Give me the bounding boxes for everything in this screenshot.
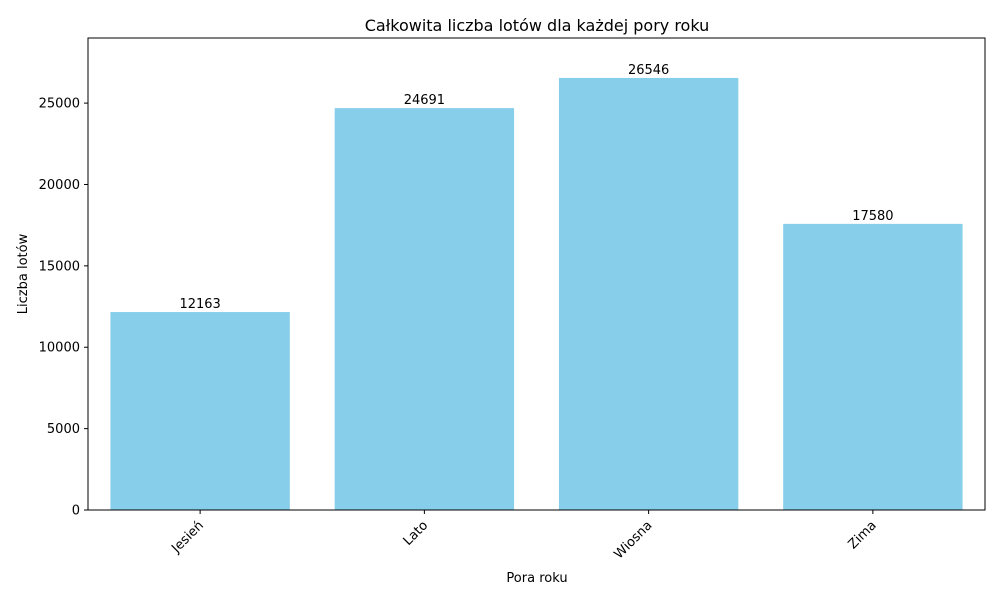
bar <box>334 108 515 510</box>
bar <box>558 77 739 510</box>
bar-value-label: 17580 <box>852 209 893 224</box>
bar <box>783 223 963 510</box>
y-tick-label: 20000 <box>39 178 80 193</box>
bar-value-label: 24691 <box>404 93 445 108</box>
y-tick-label: 5000 <box>47 422 80 437</box>
x-tick-label: Lato <box>401 518 432 549</box>
x-axis-label: Pora roku <box>506 571 567 586</box>
plot-frame <box>87 37 986 511</box>
y-axis-label: Liczba lotów <box>16 233 31 314</box>
plot-area: 12163 24691 26546 17580 0 5000 10000 15000 20000… <box>39 37 986 562</box>
bar <box>110 312 290 510</box>
y-tick-label: 15000 <box>39 259 80 274</box>
x-tick-label: Zima <box>846 518 880 552</box>
x-tick-label: Wiosna <box>612 518 656 562</box>
bar-value-label: 12163 <box>179 297 220 312</box>
y-tick-label: 0 <box>72 504 80 519</box>
bar-value-label: 26546 <box>628 63 669 78</box>
y-tick-label: 25000 <box>39 97 80 112</box>
y-tick-label: 10000 <box>39 341 80 356</box>
x-tick-label: Jesień <box>168 518 207 557</box>
chart-title: Całkowita liczba lotów dla każdej pory r… <box>365 16 710 35</box>
